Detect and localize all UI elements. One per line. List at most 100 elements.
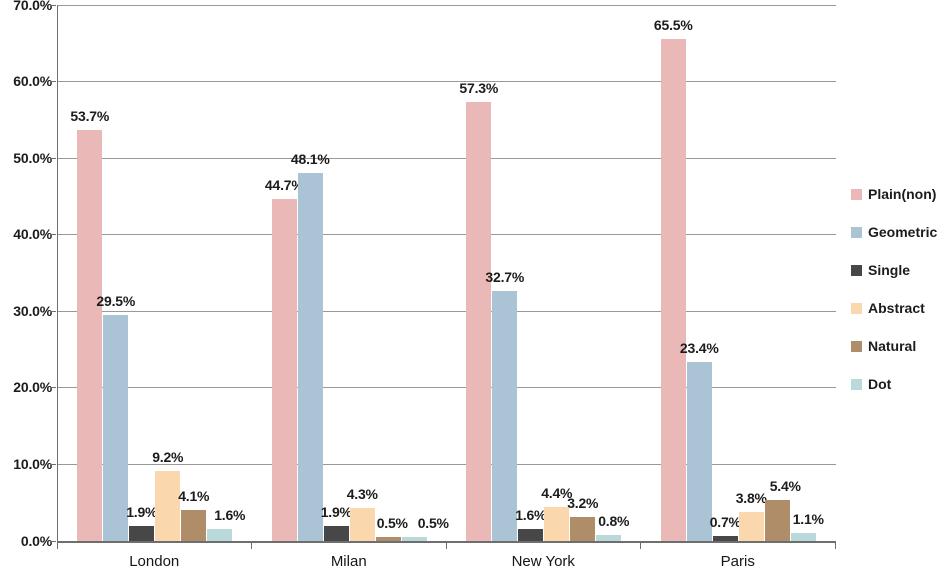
bar-data-label: 4.1% (178, 487, 210, 504)
bar-single (518, 528, 544, 541)
bar-data-label: 23.4% (679, 339, 719, 356)
bar-natural (764, 499, 790, 541)
bar-data-label: 3.8% (735, 489, 767, 506)
bar-plain-non- (77, 129, 103, 541)
legend-swatch-icon (851, 302, 862, 314)
legend-label: Plain(non) (868, 186, 937, 202)
x-axis-category-label: Milan (330, 553, 367, 570)
bar-data-label: 1.6% (515, 506, 547, 523)
bar-geometric (686, 361, 712, 541)
gridline-70.0% (58, 4, 836, 6)
x-axis-tick-mark (640, 543, 641, 549)
x-axis-category-label: New York (511, 553, 575, 570)
gridline-40.0% (58, 234, 836, 236)
legend-label: Single (868, 262, 911, 278)
bar-data-label: 32.7% (485, 268, 525, 285)
gridline-10.0% (58, 463, 836, 465)
gridline-50.0% (58, 157, 836, 159)
bar-data-label: 48.1% (290, 150, 330, 167)
x-axis-category-label: Paris (720, 553, 755, 570)
bar-geometric (103, 315, 129, 541)
y-axis-tick-label: 40.0% (13, 226, 52, 243)
bar-single (323, 526, 349, 541)
y-axis-tick-mark (50, 4, 56, 6)
legend-swatch-icon (851, 188, 862, 200)
bar-data-label: 53.7% (70, 107, 110, 124)
bar-natural (375, 537, 401, 541)
y-axis-tick-mark (50, 540, 56, 542)
legend-item-dot: Dot (851, 376, 937, 392)
y-axis-tick-label: 60.0% (13, 73, 52, 90)
bar-data-label: 4.3% (346, 486, 378, 503)
y-axis-tick-label: 10.0% (13, 455, 52, 472)
bar-abstract (738, 511, 764, 541)
legend-item-single: Single (851, 262, 937, 278)
gridline-20.0% (58, 387, 836, 389)
bar-plain-non- (466, 102, 492, 541)
bar-dot (596, 534, 622, 541)
bar-plain-non- (271, 198, 297, 541)
x-axis-tick-mark (445, 543, 447, 549)
legend-swatch-icon (851, 378, 862, 390)
bar-abstract (155, 470, 181, 541)
bar-data-label: 1.6% (214, 506, 246, 523)
x-axis-tick-mark (56, 543, 58, 549)
gridline-60.0% (58, 81, 836, 83)
bar-single (712, 535, 738, 541)
bar-data-label: 1.9% (320, 504, 352, 521)
bar-abstract (544, 507, 570, 541)
gridline-30.0% (58, 310, 836, 312)
y-axis-tick-mark (50, 310, 56, 312)
bar-natural (181, 509, 207, 541)
y-axis-tick-label: 50.0% (13, 149, 52, 166)
bar-data-label: 65.5% (653, 17, 693, 34)
bar-plain-non- (660, 39, 686, 541)
bar-data-label: 1.1% (792, 510, 824, 527)
bar-dot (790, 532, 816, 541)
bar-data-label: 57.3% (459, 80, 499, 97)
bar-data-label: 29.5% (96, 293, 136, 310)
bar-data-label: 4.4% (541, 485, 573, 502)
bar-data-label: 0.8% (598, 512, 630, 529)
bar-geometric (297, 172, 323, 541)
bar-dot (207, 528, 233, 541)
bar-data-label: 3.2% (567, 494, 599, 511)
y-axis-tick-mark (50, 157, 56, 159)
bar-data-label: 0.5% (417, 515, 449, 532)
bar-natural (570, 516, 596, 541)
y-axis-tick-mark (50, 234, 56, 236)
bar-geometric (492, 290, 518, 541)
legend-swatch-icon (851, 264, 862, 276)
legend-item-abstract: Abstract (851, 300, 937, 316)
legend-item-natural: Natural (851, 338, 937, 354)
bar-data-label: 5.4% (769, 477, 801, 494)
legend-item-plain-non-: Plain(non) (851, 186, 937, 202)
legend: Plain(non) Geometric Single Abstract Natural… (851, 186, 937, 414)
legend-label: Dot (868, 376, 892, 392)
legend-label: Geometric (868, 224, 938, 240)
legend-item-geometric: Geometric (851, 224, 937, 240)
bar-data-label: 0.5% (376, 515, 408, 532)
y-axis-tick-label: 0.0% (20, 532, 52, 549)
bar-dot (401, 537, 427, 541)
bar-data-label: 9.2% (152, 448, 184, 465)
y-axis-tick-label: 30.0% (13, 302, 52, 319)
legend-swatch-icon (851, 226, 862, 238)
bar-abstract (349, 508, 375, 541)
bar-data-label: 0.7% (709, 513, 741, 530)
y-axis-tick-mark (50, 387, 56, 389)
x-axis-tick-mark (251, 543, 252, 549)
y-axis-tick-mark (50, 463, 56, 465)
bar-data-label: 44.7% (264, 176, 304, 193)
plot-area: 53.7% 29.5% 1.9% 9.2% 4.1% 1.6% 44.7% 48.1% 1.9%… (57, 4, 836, 543)
y-axis-tick-label: 70.0% (13, 0, 52, 13)
bar-single (129, 526, 155, 541)
legend-label: Abstract (868, 300, 925, 316)
y-axis-tick-label: 20.0% (13, 379, 52, 396)
y-axis-tick-mark (50, 81, 56, 83)
legend-label: Natural (868, 338, 917, 354)
legend-swatch-icon (851, 340, 862, 352)
x-axis-category-label: London (129, 553, 180, 570)
bar-data-label: 1.9% (126, 504, 158, 521)
